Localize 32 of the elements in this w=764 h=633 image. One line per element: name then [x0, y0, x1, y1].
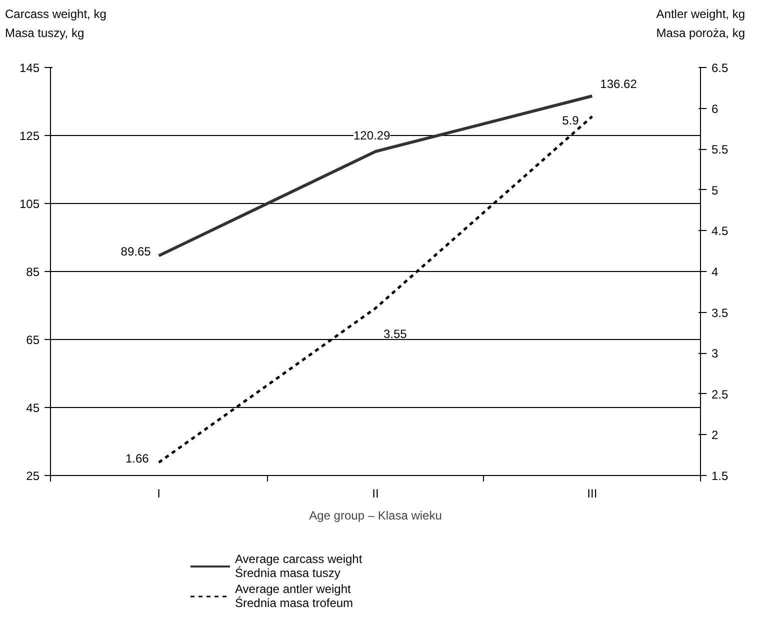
y2-tick-label: 4: [712, 265, 718, 279]
y-tick-label: 45: [26, 401, 40, 415]
legend-label: Average antler weight Średnia masa trofeum: [235, 582, 354, 610]
y-tick-label: 25: [26, 469, 40, 483]
x-tick-label: I: [157, 486, 161, 500]
data-label: 3.55: [384, 327, 408, 342]
y2-tick-label: 4.5: [712, 224, 729, 238]
legend-label: Average carcass weight Średnia masa tuszy: [235, 552, 362, 580]
y2-tick-label: 2.5: [712, 387, 729, 402]
data-label: 89.65: [120, 244, 152, 259]
y2-tick-label: 6.5: [712, 61, 729, 75]
y2-axis-title: Antler weight, kg Masa poroża, kg: [656, 6, 745, 42]
x-tick-label: III: [587, 486, 598, 500]
y2-tick-label: 5: [712, 183, 718, 198]
y-tick-label: 65: [26, 333, 40, 347]
x-axis-title: Age group – Klasa wieku: [309, 508, 442, 522]
y2-tick-label: 2: [712, 428, 718, 442]
y2-tick-label: 3.5: [712, 306, 729, 320]
y2-tick-label: 5.5: [712, 142, 729, 157]
y2-tick-label: 3: [712, 346, 718, 361]
y2-tick-label: 6: [712, 102, 718, 116]
data-label: 120.29: [354, 128, 391, 143]
data-label: 1.66: [125, 451, 150, 466]
y-tick-label: 85: [26, 265, 40, 279]
x-tick-label: II: [372, 486, 379, 500]
y-tick-label: 145: [19, 61, 40, 75]
y2-tick-label: 1.5: [712, 469, 729, 483]
y-tick-label: 105: [19, 197, 40, 211]
data-label: 136.62: [600, 76, 638, 91]
y-tick-label: 125: [19, 129, 40, 143]
y-axis-title: Carcass weight, kg Masa tuszy, kg: [5, 6, 106, 42]
data-label: 5.9: [562, 113, 580, 128]
